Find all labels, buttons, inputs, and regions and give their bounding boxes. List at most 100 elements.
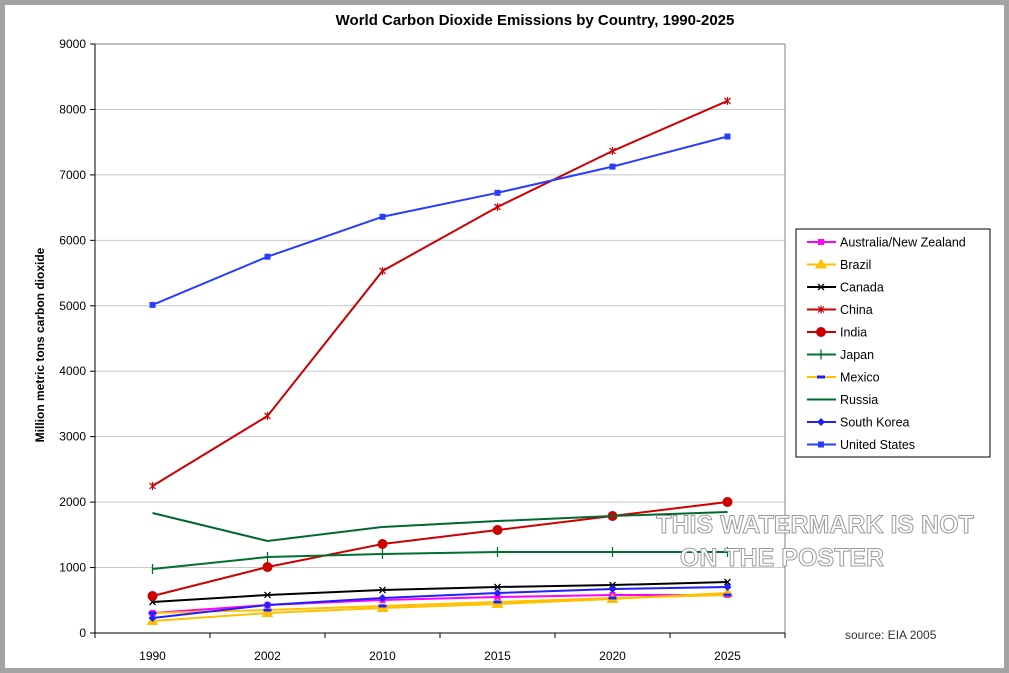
series-line-mexico [152,593,728,615]
y-tick-label: 4000 [59,364,86,378]
data-point-india [377,538,388,549]
legend-marker [817,305,825,314]
series-line-russia [152,510,728,542]
x-tick-label: 1990 [139,649,166,663]
legend-label: Mexico [840,371,880,385]
series-line-south-korea [152,585,728,620]
legend-item-united-states: United States [807,438,915,452]
data-point-china [264,411,271,420]
y-tick-label: 5000 [59,299,86,313]
legend-box [795,228,991,458]
data-point-united-states [724,133,731,140]
data-point-china [609,147,616,156]
series-south-korea [148,582,732,623]
y-tick-label: 6000 [59,233,86,247]
x-tick-label: 2002 [254,649,281,663]
data-point-mexico [148,611,157,615]
y-tick-label: 9000 [59,37,86,51]
legend-label: South Korea [840,416,910,430]
data-point-mexico [493,600,502,604]
x-tick-label: 2010 [369,649,396,663]
watermark-line-1: THIS WATERMARK IS NOT [656,511,974,539]
data-point-canada [724,578,731,586]
series-canada [149,578,731,606]
series-line-china [151,100,728,487]
legend-label: United States [840,438,915,452]
source-note: source: EIA 2005 [845,628,937,642]
data-point-south-korea [493,589,502,598]
legend-item-south-korea: South Korea [807,416,910,430]
series-china [149,96,731,491]
series-brazil [146,587,734,626]
legend-label: Canada [840,281,884,295]
data-point-india [262,562,273,573]
x-tick-label: 2020 [599,649,626,663]
legend-label: Japan [840,348,874,362]
data-point-china [379,266,386,275]
series-united-states [149,133,731,308]
y-tick-label: 8000 [59,102,86,116]
series-line-japan [152,550,728,570]
data-point-china [149,482,156,491]
data-point-south-korea [378,593,387,602]
legend-marker [818,239,824,245]
data-point-mexico [263,608,272,612]
legend-item-canada: Canada [807,281,884,295]
series-mexico [148,593,732,615]
data-point-united-states [379,213,386,220]
legend-label: Australia/New Zealand [840,236,966,250]
legend-label: China [840,303,873,317]
data-point-china [724,96,731,105]
legend-marker [818,441,824,448]
legend-label: Brazil [840,258,871,272]
y-tick-label: 0 [79,626,86,640]
x-tick-label: 2015 [484,649,511,663]
y-axis-label: Million metric tons carbon dioxide [33,247,47,442]
series-india [147,496,733,602]
legend-marker [817,283,825,291]
legend-label: India [840,326,867,340]
y-tick-label: 2000 [59,495,86,509]
legend-marker [816,327,826,337]
data-point-india [492,524,503,535]
chart-title: World Carbon Dioxide Emissions by Countr… [336,12,735,29]
y-tick-label: 7000 [59,168,86,182]
data-point-united-states [149,301,156,308]
y-tick-label: 3000 [59,430,86,444]
data-point-india [147,591,158,602]
legend-marker [815,258,827,269]
data-point-canada [494,583,501,591]
data-point-canada [379,586,386,594]
legend-item-russia: Russia [807,393,878,407]
data-point-south-korea [263,600,272,609]
data-point-china [494,202,501,211]
legend-item-india: India [807,326,867,340]
data-point-united-states [264,253,271,260]
data-point-mexico [723,593,732,597]
series-japan [151,546,729,574]
series-line-united-states [152,135,728,306]
legend-item-japan: Japan [807,348,874,362]
data-point-india [722,496,733,507]
data-point-united-states [609,163,616,170]
watermark-line-2: ON THE POSTER [680,544,884,572]
legend-item-china: China [807,303,873,317]
data-point-united-states [494,189,501,196]
legend-marker [817,418,825,426]
legend-label: Russia [840,393,878,407]
legend-item-mexico: Mexico [807,371,880,385]
legend-item-brazil: Brazil [807,258,871,272]
series-russia [152,510,728,542]
data-point-south-korea [148,614,157,623]
legend-marker [817,375,825,379]
data-point-south-korea [608,585,617,594]
data-point-canada [264,591,271,599]
data-point-mexico [378,604,387,608]
series-line-canada [152,581,728,603]
data-point-brazil [261,607,274,618]
legend-item-australia-new-zealand: Australia/New Zealand [807,236,966,250]
x-tick-label: 2025 [714,649,741,663]
data-point-south-korea [723,582,732,591]
y-tick-label: 1000 [59,561,86,575]
